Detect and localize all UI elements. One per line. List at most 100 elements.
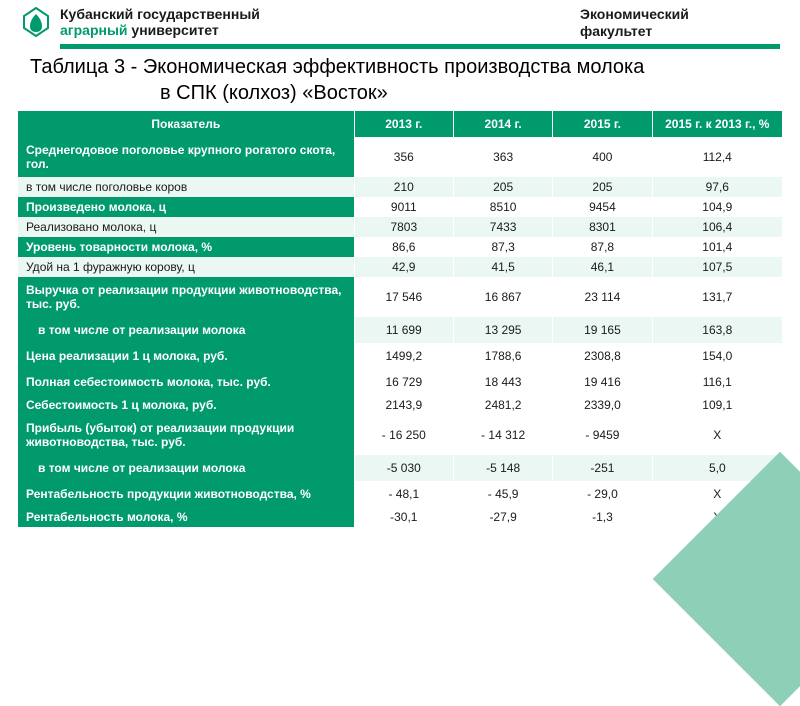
- university-name-accent: аграрный: [60, 22, 128, 38]
- row-value: 363: [453, 137, 552, 177]
- row-label: Удой на 1 фуражную корову, ц: [18, 257, 354, 277]
- table-row: Уровень товарности молока, %86,687,387,8…: [18, 237, 782, 257]
- faculty-name: Экономический факультет: [580, 6, 780, 40]
- university-name-rest: университет: [128, 22, 219, 38]
- university-logo-icon: [20, 6, 52, 38]
- page-header: Кубанский государственный аграрный униве…: [0, 0, 800, 44]
- table-column-header: Показатель: [18, 111, 354, 137]
- row-label: в том числе от реализации молока: [18, 455, 354, 481]
- row-value: 11 699: [354, 317, 453, 343]
- row-value: - 14 312: [453, 415, 552, 455]
- table-row: Прибыль (убыток) от реализации продукции…: [18, 415, 782, 455]
- table-row: Себестоимость 1 ц молока, руб.2143,92481…: [18, 395, 782, 415]
- table-row: Реализовано молока, ц780374338301106,4: [18, 217, 782, 237]
- faculty-line2: факультет: [580, 23, 780, 40]
- table-row: Полная себестоимость молока, тыс. руб.16…: [18, 369, 782, 395]
- row-value: 8510: [453, 197, 552, 217]
- row-value: 7433: [453, 217, 552, 237]
- row-value: 86,6: [354, 237, 453, 257]
- table-row: Выручка от реализации продукции животнов…: [18, 277, 782, 317]
- row-value: 9454: [553, 197, 652, 217]
- table-column-header: 2015 г. к 2013 г., %: [652, 111, 782, 137]
- row-value: 87,8: [553, 237, 652, 257]
- row-value: 16 729: [354, 369, 453, 395]
- row-label: в том числе поголовье коров: [18, 177, 354, 197]
- table-title: Таблица 3 - Экономическая эффективность …: [0, 49, 800, 82]
- row-value: 7803: [354, 217, 453, 237]
- table-row: в том числе от реализации молока11 69913…: [18, 317, 782, 343]
- row-value: 2481,2: [453, 395, 552, 415]
- row-value: 116,1: [652, 369, 782, 395]
- table-row: Рентабельность молока, %-30,1-27,9-1,3Х: [18, 507, 782, 527]
- table-column-header: 2014 г.: [453, 111, 552, 137]
- row-label: Себестоимость 1 ц молока, руб.: [18, 395, 354, 415]
- row-value: 205: [553, 177, 652, 197]
- row-value: 23 114: [553, 277, 652, 317]
- row-label: Прибыль (убыток) от реализации продукции…: [18, 415, 354, 455]
- row-value: 16 867: [453, 277, 552, 317]
- row-label: Выручка от реализации продукции животнов…: [18, 277, 354, 317]
- row-value: -251: [553, 455, 652, 481]
- row-value: 107,5: [652, 257, 782, 277]
- row-value: 13 295: [453, 317, 552, 343]
- row-value: -5 030: [354, 455, 453, 481]
- table-body: Среднегодовое поголовье крупного рогатог…: [18, 137, 782, 527]
- row-value: - 16 250: [354, 415, 453, 455]
- row-value: 2339,0: [553, 395, 652, 415]
- table-row: Цена реализации 1 ц молока, руб.1499,217…: [18, 343, 782, 369]
- row-value: 18 443: [453, 369, 552, 395]
- row-value: -27,9: [453, 507, 552, 527]
- row-value: 205: [453, 177, 552, 197]
- row-value: 2143,9: [354, 395, 453, 415]
- row-value: 131,7: [652, 277, 782, 317]
- row-value: 112,4: [652, 137, 782, 177]
- table-container: Показатель2013 г.2014 г.2015 г.2015 г. к…: [0, 111, 800, 527]
- table-subtitle: в СПК (колхоз) «Восток»: [0, 82, 800, 111]
- row-label: Полная себестоимость молока, тыс. руб.: [18, 369, 354, 395]
- row-value: Х: [652, 415, 782, 455]
- row-label: Реализовано молока, ц: [18, 217, 354, 237]
- row-value: - 29,0: [553, 481, 652, 507]
- table-column-header: 2013 г.: [354, 111, 453, 137]
- row-label: Цена реализации 1 ц молока, руб.: [18, 343, 354, 369]
- row-value: 17 546: [354, 277, 453, 317]
- row-value: 400: [553, 137, 652, 177]
- row-value: 210: [354, 177, 453, 197]
- table-row: в том числе от реализации молока-5 030-5…: [18, 455, 782, 481]
- university-name-line2: аграрный университет: [60, 22, 580, 38]
- row-value: 106,4: [652, 217, 782, 237]
- row-value: 46,1: [553, 257, 652, 277]
- row-value: -5 148: [453, 455, 552, 481]
- table-row: Среднегодовое поголовье крупного рогатог…: [18, 137, 782, 177]
- row-value: 41,5: [453, 257, 552, 277]
- row-value: 19 165: [553, 317, 652, 343]
- row-value: 9011: [354, 197, 453, 217]
- row-value: 8301: [553, 217, 652, 237]
- row-label: в том числе от реализации молока: [18, 317, 354, 343]
- row-value: 1499,2: [354, 343, 453, 369]
- row-value: - 45,9: [453, 481, 552, 507]
- row-value: 2308,8: [553, 343, 652, 369]
- row-label: Среднегодовое поголовье крупного рогатог…: [18, 137, 354, 177]
- row-value: 19 416: [553, 369, 652, 395]
- table-column-header: 2015 г.: [553, 111, 652, 137]
- table-row: Произведено молока, ц901185109454104,9: [18, 197, 782, 217]
- row-value: -1,3: [553, 507, 652, 527]
- row-value: 101,4: [652, 237, 782, 257]
- table-row: в том числе поголовье коров21020520597,6: [18, 177, 782, 197]
- row-value: 154,0: [652, 343, 782, 369]
- row-label: Уровень товарности молока, %: [18, 237, 354, 257]
- row-value: 1788,6: [453, 343, 552, 369]
- table-header-row: Показатель2013 г.2014 г.2015 г.2015 г. к…: [18, 111, 782, 137]
- efficiency-table: Показатель2013 г.2014 г.2015 г.2015 г. к…: [18, 111, 782, 527]
- row-value: 97,6: [652, 177, 782, 197]
- row-label: Рентабельность молока, %: [18, 507, 354, 527]
- row-value: 42,9: [354, 257, 453, 277]
- row-value: 87,3: [453, 237, 552, 257]
- row-value: -30,1: [354, 507, 453, 527]
- row-value: - 9459: [553, 415, 652, 455]
- row-label: Произведено молока, ц: [18, 197, 354, 217]
- row-value: 163,8: [652, 317, 782, 343]
- table-row: Удой на 1 фуражную корову, ц42,941,546,1…: [18, 257, 782, 277]
- row-value: - 48,1: [354, 481, 453, 507]
